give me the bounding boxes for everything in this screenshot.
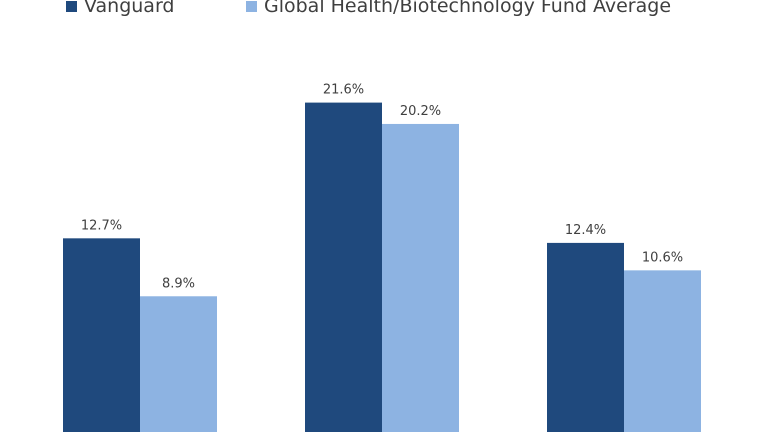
bar-vanguard-1 <box>63 238 140 432</box>
bar-fund-average-1 <box>140 296 217 432</box>
bar-vanguard-3 <box>547 242 624 432</box>
legend-swatch-vanguard <box>66 1 77 12</box>
data-label-fund-average-3: 10.6% <box>642 250 683 265</box>
legend-swatch-fund-average <box>246 1 257 12</box>
chart-legend: Vanguard Global Health/Biotechnology Fun… <box>66 0 671 17</box>
bar-fund-average-3 <box>624 270 701 432</box>
data-label-vanguard-1: 12.7% <box>81 218 122 233</box>
bar-vanguard-2 <box>305 102 382 432</box>
data-label-vanguard-3: 12.4% <box>565 223 606 238</box>
bars-group <box>63 102 701 432</box>
data-label-fund-average-2: 20.2% <box>400 104 441 119</box>
data-label-vanguard-2: 21.6% <box>323 83 364 98</box>
bar-fund-average-2 <box>382 123 459 432</box>
data-labels-group: 12.7% 8.9% 21.6% 20.2% 12.4% 10.6% <box>81 83 683 292</box>
legend-label-fund-average: Global Health/Biotechnology Fund Average <box>264 0 671 17</box>
legend-label-vanguard: Vanguard <box>84 0 175 17</box>
data-label-fund-average-1: 8.9% <box>162 276 195 291</box>
